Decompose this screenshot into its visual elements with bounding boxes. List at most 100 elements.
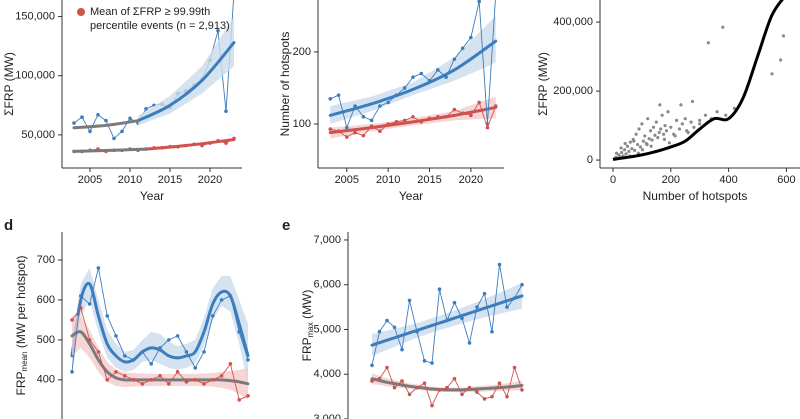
scatter-point — [724, 113, 728, 117]
scatter-point — [635, 142, 640, 147]
data-point — [336, 93, 341, 97]
scatter-point — [781, 34, 786, 38]
scatter-point — [715, 110, 719, 114]
data-point — [469, 113, 473, 118]
data-point — [70, 318, 74, 322]
data-point — [219, 374, 224, 378]
data-point — [140, 350, 145, 354]
trend-line — [70, 330, 250, 386]
data-point — [104, 118, 108, 123]
scatter-point — [661, 132, 666, 136]
data-point — [70, 370, 74, 374]
y-tick-label: 0 — [587, 154, 593, 166]
data-point — [328, 127, 333, 131]
scatter-point — [692, 125, 696, 129]
x-tick-label: 400 — [719, 174, 737, 186]
data-point — [72, 121, 76, 125]
scatter-point — [732, 106, 736, 110]
plot-area — [612, 0, 786, 161]
data-point — [167, 382, 171, 386]
panel: 3,000 4,000 5,000 6,000 7,000 FRPmax (MW) e — [282, 217, 524, 419]
data-point — [437, 287, 442, 292]
data-point — [175, 370, 180, 374]
data-point — [460, 316, 464, 321]
x-tick-label: 2005 — [78, 174, 102, 186]
data-point — [87, 302, 92, 306]
data-point — [144, 107, 148, 111]
data-point — [482, 397, 487, 401]
data-point — [202, 350, 206, 354]
panel-letter: e — [282, 217, 290, 234]
x-axis-label: Number of hotspots — [643, 189, 748, 203]
data-point — [460, 46, 465, 51]
data-point — [452, 300, 457, 305]
data-point — [211, 314, 215, 318]
scatter-point — [614, 151, 619, 155]
scatter-point — [643, 134, 647, 138]
data-point — [407, 298, 412, 303]
data-point — [219, 298, 224, 302]
data-point — [482, 291, 487, 296]
data-point — [430, 403, 434, 408]
x-axis-label: Year — [140, 189, 164, 203]
x-axis-label: Year — [399, 189, 423, 203]
data-point — [369, 118, 374, 123]
y-tick-label: 400,000 — [553, 16, 593, 28]
scatter-point — [623, 141, 627, 146]
data-point — [328, 96, 333, 101]
data-point — [184, 350, 189, 354]
scatter-point — [683, 117, 687, 121]
scatter-point — [637, 127, 641, 131]
y-tick-label: 50,000 — [21, 129, 55, 141]
scatter-point — [648, 129, 653, 133]
y-axis-label-sub: mean — [20, 352, 29, 372]
y-axis-label: ΣFRP (MW) — [536, 52, 550, 116]
scatter-point — [690, 99, 695, 104]
scatter-point — [673, 134, 677, 138]
trend-line — [72, 119, 140, 130]
data-point — [392, 325, 397, 330]
scatter-point — [677, 127, 682, 131]
data-point — [123, 354, 127, 358]
scatter-point — [669, 125, 673, 129]
data-point — [490, 394, 494, 399]
data-point — [460, 111, 465, 116]
data-point — [477, 0, 481, 4]
y-axis-label-rest: (MW per hotspot) — [14, 255, 28, 351]
data-point — [475, 390, 479, 394]
data-point — [378, 104, 382, 108]
plot-area — [72, 0, 236, 154]
y-tick-label: 200 — [293, 46, 311, 58]
y-axis-label-sub: max — [306, 322, 315, 337]
y-tick-label: 600 — [37, 294, 55, 306]
y-tick-label: 7,000 — [313, 234, 341, 246]
data-point — [419, 71, 424, 76]
data-point — [385, 318, 389, 323]
data-point — [193, 378, 197, 382]
data-point — [394, 120, 399, 124]
scatter-point — [624, 152, 628, 156]
confidence-band — [138, 16, 234, 126]
data-point — [79, 306, 83, 310]
y-tick-label: 150,000 — [15, 10, 55, 22]
y-axis-label-text: ΣFRP (MW) — [536, 52, 550, 116]
scatter-point — [641, 139, 645, 143]
data-point — [512, 365, 517, 370]
data-point — [497, 381, 502, 385]
data-point — [407, 392, 412, 397]
data-point — [211, 378, 215, 382]
scatter-point — [721, 25, 725, 29]
data-point — [361, 133, 366, 138]
data-point — [377, 376, 382, 381]
confidence-band — [330, 15, 496, 125]
data-point — [149, 362, 153, 366]
data-point — [345, 135, 349, 139]
scatter-point — [666, 110, 670, 114]
scatter-point — [657, 130, 661, 135]
x-tick-label: 2005 — [335, 174, 359, 186]
data-point — [520, 388, 524, 392]
scatter-point — [646, 117, 650, 121]
data-point — [402, 86, 407, 90]
data-point — [427, 116, 432, 121]
data-point — [158, 374, 162, 378]
